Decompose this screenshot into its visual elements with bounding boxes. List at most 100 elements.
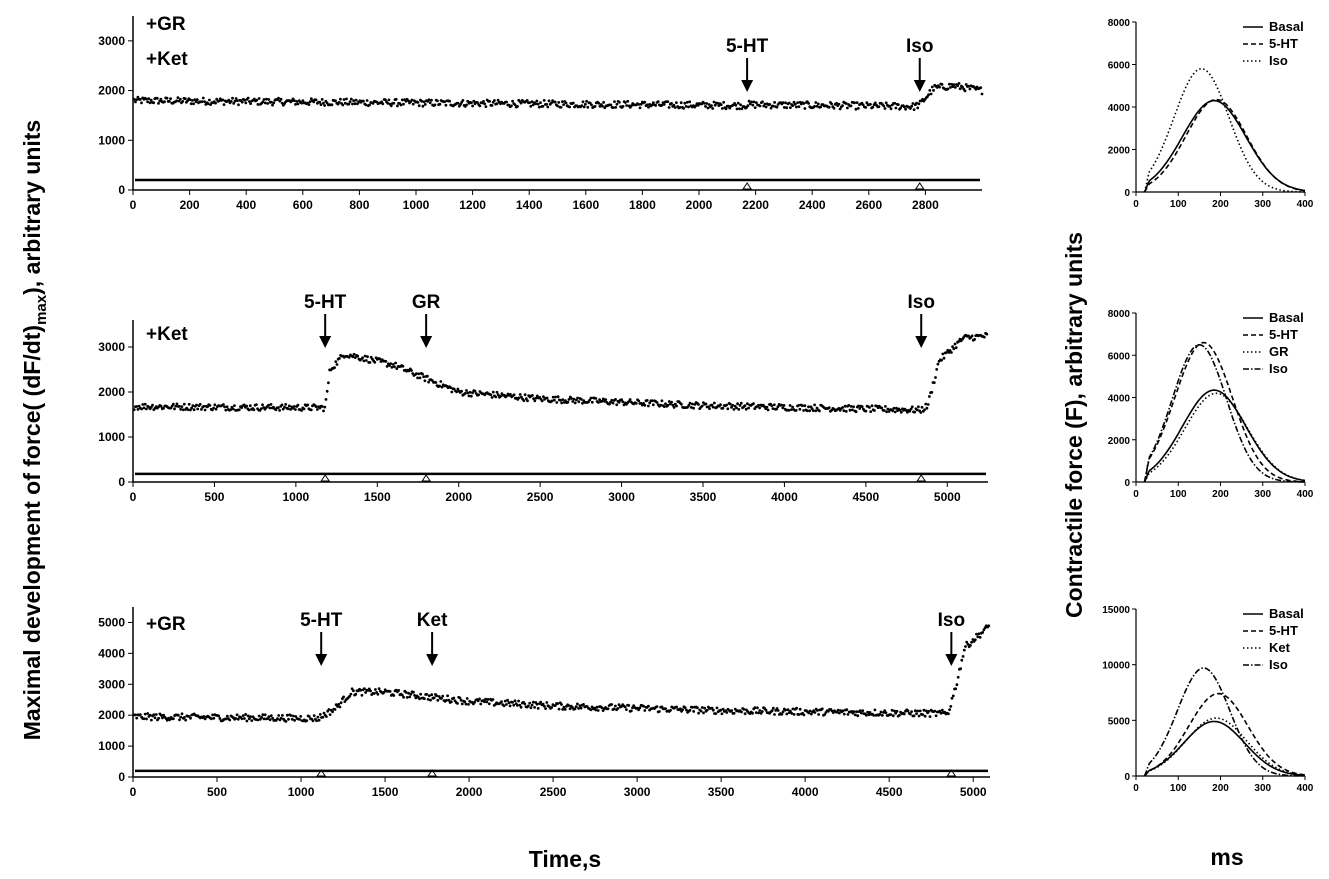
- data-point: [138, 713, 142, 716]
- data-point: [787, 101, 791, 105]
- data-point: [136, 408, 140, 411]
- data-point: [464, 702, 468, 706]
- data-point: [262, 717, 266, 721]
- data-point: [356, 354, 360, 358]
- data-point: [479, 702, 483, 706]
- data-point: [343, 101, 347, 105]
- data-point: [700, 404, 704, 408]
- data-point: [278, 409, 281, 412]
- data-point: [516, 704, 519, 707]
- data-point: [445, 698, 448, 702]
- data-point: [908, 409, 912, 413]
- data-point: [854, 107, 858, 111]
- data-point: [959, 667, 962, 671]
- event-marker: [316, 769, 327, 777]
- data-point: [842, 409, 846, 413]
- data-point: [725, 403, 728, 407]
- data-point: [299, 715, 303, 718]
- event-marker: [916, 474, 927, 482]
- data-point: [461, 99, 465, 102]
- data-point: [413, 694, 416, 697]
- data-point: [586, 105, 590, 109]
- data-point: [814, 101, 818, 104]
- x-tick-label: 100: [1170, 489, 1187, 500]
- data-point: [621, 105, 625, 108]
- data-point: [280, 101, 284, 105]
- data-point: [815, 104, 819, 108]
- data-point: [422, 375, 426, 379]
- data-point: [425, 693, 429, 696]
- y-tick-label: 2000: [98, 84, 125, 98]
- data-point: [597, 401, 600, 404]
- data-point: [969, 644, 972, 647]
- x-tick-label: 2000: [456, 785, 483, 799]
- x-tick-label: 0: [130, 785, 137, 799]
- data-point: [404, 691, 408, 694]
- data-point: [134, 713, 137, 717]
- data-point: [889, 713, 893, 716]
- annotation-label: Iso: [908, 292, 935, 313]
- data-point: [394, 361, 397, 365]
- data-point: [243, 717, 246, 720]
- data-point: [638, 106, 642, 110]
- data-point: [169, 97, 173, 100]
- data-point: [140, 101, 143, 105]
- data-point: [650, 103, 654, 107]
- data-point: [455, 390, 459, 394]
- data-point: [376, 692, 380, 696]
- data-point: [473, 700, 476, 704]
- data-point: [499, 394, 502, 398]
- data-point: [315, 719, 318, 723]
- data-point: [576, 702, 579, 706]
- data-point: [797, 713, 801, 716]
- data-point: [963, 89, 967, 93]
- data-point: [402, 695, 405, 699]
- data-point: [651, 403, 655, 407]
- data-point: [626, 99, 630, 103]
- data-point: [465, 697, 469, 700]
- data-point: [893, 101, 897, 105]
- data-point: [688, 100, 692, 104]
- data-point: [714, 712, 718, 715]
- data-point: [746, 104, 750, 108]
- data-point: [248, 100, 251, 103]
- data-point: [869, 103, 872, 106]
- data-point: [780, 712, 784, 716]
- data-point: [183, 716, 186, 719]
- data-point: [791, 405, 794, 409]
- data-point: [324, 398, 328, 401]
- data-point: [184, 718, 188, 722]
- data-point: [932, 381, 936, 384]
- data-point: [472, 99, 476, 103]
- data-point: [758, 406, 761, 410]
- data-point: [430, 693, 434, 697]
- data-point: [611, 106, 615, 109]
- y-tick-label: 0: [118, 475, 125, 489]
- data-point: [478, 697, 481, 701]
- data-point: [780, 403, 783, 407]
- data-point: [268, 718, 272, 722]
- data-point: [792, 713, 796, 716]
- data-point: [638, 706, 642, 710]
- data-point: [529, 706, 533, 710]
- trace-panel-1: 0 1000 2000 3000 0 200 400 600 800 1000 1200 1400 16…: [98, 14, 984, 212]
- data-point: [570, 397, 573, 400]
- data-point: [179, 715, 183, 719]
- data-point: [763, 102, 767, 106]
- data-point: [719, 403, 722, 407]
- x-tick-label: 5000: [934, 490, 961, 504]
- data-point: [816, 709, 819, 712]
- data-point: [244, 101, 248, 105]
- data-point: [531, 103, 535, 107]
- data-point: [982, 335, 986, 339]
- data-point: [138, 98, 142, 101]
- data-point: [277, 714, 281, 717]
- data-point: [396, 104, 399, 108]
- data-point: [180, 405, 184, 408]
- data-point: [418, 697, 421, 701]
- data-point: [567, 398, 571, 401]
- data-point: [500, 700, 503, 704]
- data-point: [508, 704, 512, 708]
- data-point: [466, 391, 470, 395]
- y-tick-label: 0: [1124, 188, 1130, 199]
